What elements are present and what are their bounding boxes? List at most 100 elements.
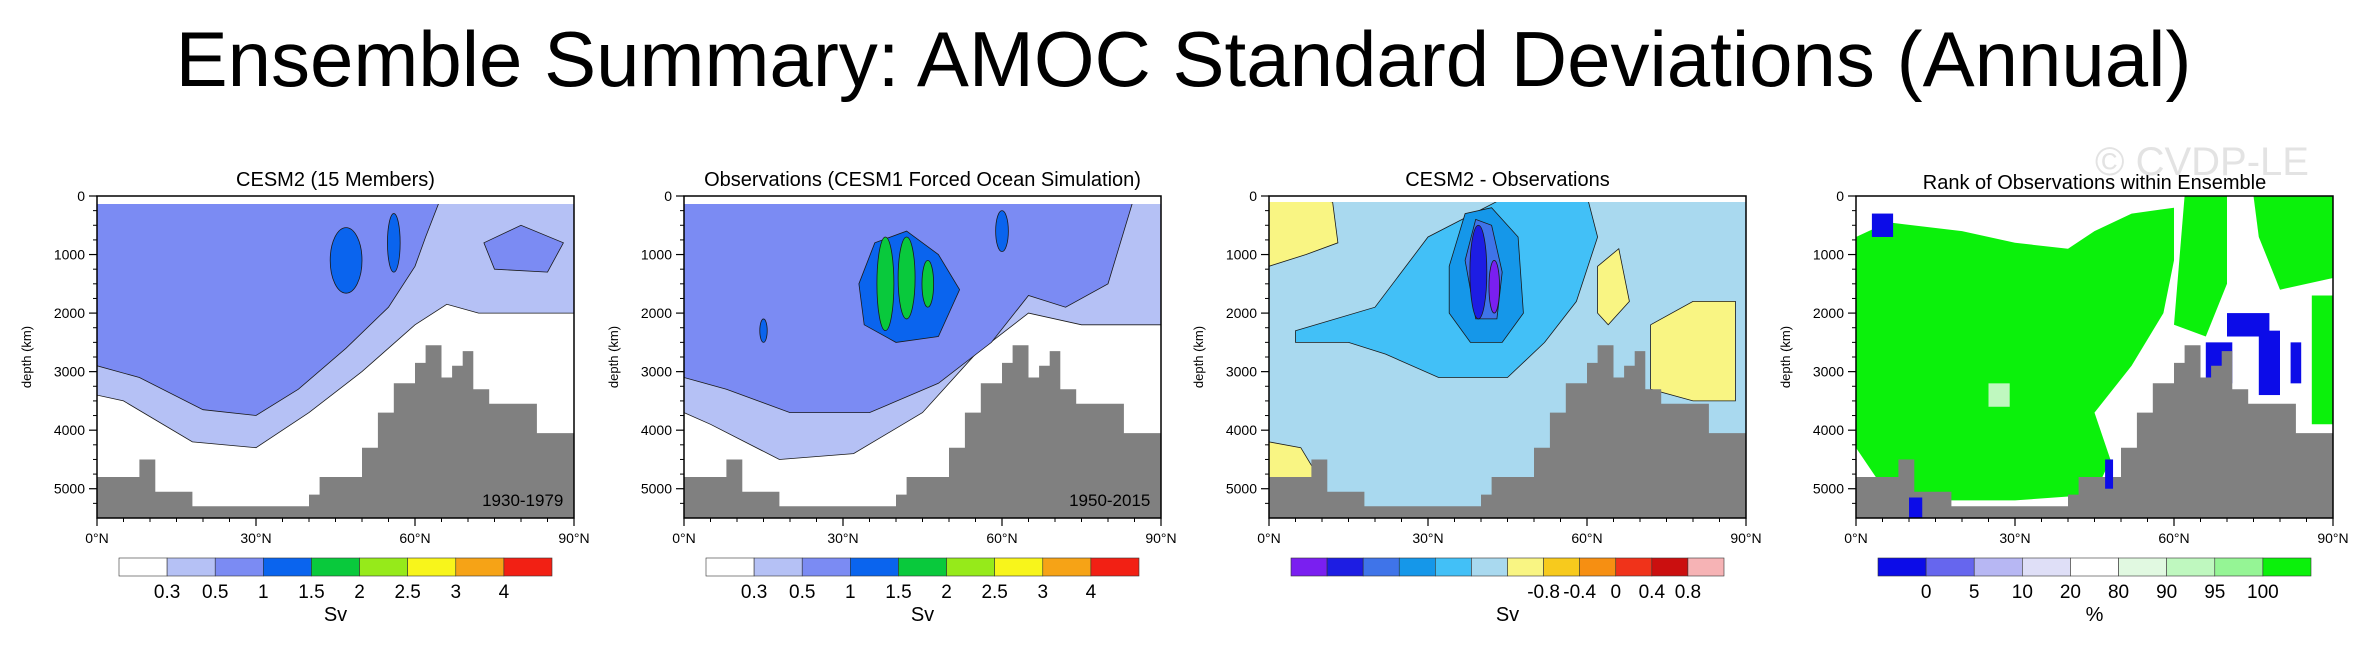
bathymetry-terrain — [684, 345, 1161, 518]
colorbar-units: % — [2086, 604, 2104, 626]
rank-fill-100-d — [2311, 295, 2333, 425]
x-tick-label: 30°N — [1412, 530, 1443, 546]
colorbar-label: 0.3 — [741, 582, 767, 603]
contour-fill-dark-blue — [1469, 224, 1488, 320]
contour-fill-0.5-north — [483, 224, 564, 273]
y-axis-label: depth (km) — [606, 326, 621, 388]
contour-fill-1.5-b — [897, 236, 916, 320]
y-tick-label: 4000 — [1226, 422, 1257, 438]
y-tick-label: 4000 — [1813, 422, 1844, 438]
rank-fill-100-c — [2253, 196, 2333, 290]
colorbar-swatch — [1615, 557, 1653, 577]
colorbar-swatch — [1290, 557, 1328, 577]
contour-fill-1-b — [387, 213, 401, 273]
colorbar-label: 20 — [2060, 582, 2081, 603]
colorbar-label: 1 — [258, 582, 269, 603]
chart-title: Observations (CESM1 Forced Ocean Simulat… — [704, 169, 1141, 191]
colorbar-swatch — [1973, 557, 2023, 577]
colorbar-label: 4 — [499, 582, 510, 603]
colorbar-swatch — [1651, 557, 1689, 577]
x-tick-label: 90°N — [558, 530, 589, 546]
chart-panel-1: CESM2 (15 Members) 0 1000 2000 3000 4000 5000 d… — [19, 169, 590, 626]
colorbar-swatch — [1362, 557, 1400, 577]
y-axis-label: depth (km) — [1778, 326, 1793, 388]
contour-fill-1.5-a — [876, 236, 895, 332]
x-tick-label: 30°N — [240, 530, 271, 546]
rank-fill-0-e — [1871, 213, 1894, 237]
colorbar-label: 2.5 — [394, 582, 420, 603]
colorbar-label: 1.5 — [298, 582, 324, 603]
chart-title: CESM2 - Observations — [1405, 169, 1610, 191]
contour-fill-1-b — [995, 210, 1009, 253]
colorbar-swatch — [1877, 557, 1927, 577]
colorbar-label: 1.5 — [885, 582, 911, 603]
rank-fill-light-a — [1988, 383, 2010, 407]
y-tick-label: 1000 — [54, 247, 85, 263]
colorbar-swatch — [705, 557, 755, 577]
top-strip — [97, 196, 574, 204]
y-tick-label: 1000 — [1813, 247, 1844, 263]
colorbar-swatch — [1543, 557, 1580, 577]
y-axis-label: depth (km) — [19, 326, 34, 388]
y-tick-label: 3000 — [641, 364, 672, 380]
colorbar-swatch — [2022, 557, 2071, 577]
colorbar-label: 0.5 — [789, 582, 815, 603]
colorbar-swatch — [166, 557, 216, 577]
bathymetry-terrain — [97, 345, 574, 518]
colorbar-label: 0 — [1610, 582, 1621, 603]
x-tick-label: 0°N — [85, 530, 109, 546]
rank-fill-0-f — [1909, 497, 1923, 518]
colorbar-swatch — [214, 557, 264, 577]
rank-fill-0-g — [2105, 459, 2114, 489]
y-tick-label: 2000 — [641, 305, 672, 321]
colorbar-swatch — [1435, 557, 1472, 577]
colorbar-swatch — [801, 557, 851, 577]
colorbar-label: 2 — [354, 582, 365, 603]
y-axis-label: depth (km) — [1191, 326, 1206, 388]
x-tick-label: 30°N — [827, 530, 858, 546]
x-tick-label: 90°N — [2317, 530, 2348, 546]
y-tick-label: 0 — [1249, 188, 1257, 204]
colorbar-label: 3 — [1037, 582, 1048, 603]
top-strip — [684, 196, 1161, 204]
colorbar-swatch — [898, 557, 947, 577]
rank-fill-0-d — [2290, 342, 2302, 384]
colorbar-swatch — [118, 557, 168, 577]
colorbar-swatch — [1925, 557, 1975, 577]
x-tick-label: 0°N — [672, 530, 696, 546]
bathymetry-terrain — [1269, 345, 1746, 518]
y-tick-label: 3000 — [1813, 364, 1844, 380]
colorbar-swatch — [407, 557, 457, 577]
y-tick-label: 5000 — [1226, 481, 1257, 497]
colorbar-swatch — [1042, 557, 1092, 577]
x-tick-label: 0°N — [1844, 530, 1868, 546]
colorbar-swatch — [946, 557, 995, 577]
colorbar-label: 4 — [1086, 582, 1097, 603]
y-tick-label: 0 — [77, 188, 85, 204]
colorbar-label: 80 — [2108, 582, 2129, 603]
colorbar-swatch — [311, 557, 360, 577]
bathymetry-terrain — [1856, 345, 2333, 518]
y-tick-label: 1000 — [1226, 247, 1257, 263]
colorbar-swatch — [2070, 557, 2119, 577]
colorbar-swatch — [1326, 557, 1364, 577]
y-tick-label: 0 — [664, 188, 672, 204]
chart-panel-2: Observations (CESM1 Forced Ocean Simulat… — [606, 169, 1177, 626]
colorbar-units: Sv — [1496, 604, 1519, 626]
top-strip — [1269, 196, 1746, 202]
x-tick-label: 90°N — [1145, 530, 1176, 546]
x-tick-label: 60°N — [1571, 530, 1602, 546]
colorbar-swatch — [503, 557, 553, 577]
colorbar-label: 0.8 — [1675, 582, 1701, 603]
colorbar-label: 0 — [1921, 582, 1932, 603]
colorbar-swatch — [2166, 557, 2216, 577]
contour-fill-1.5-c — [921, 259, 935, 308]
colorbar-units: Sv — [324, 604, 347, 626]
y-tick-label: 4000 — [641, 422, 672, 438]
colorbar-label: 95 — [2204, 582, 2225, 603]
chart-panel-4: Rank of Observations within Ensemble0100… — [1778, 172, 2349, 626]
colorbar-label: -0.4 — [1563, 582, 1596, 603]
colorbar-label: 2 — [941, 582, 952, 603]
rank-fill-100-b — [2174, 196, 2227, 337]
chart-title: CESM2 (15 Members) — [236, 169, 435, 191]
